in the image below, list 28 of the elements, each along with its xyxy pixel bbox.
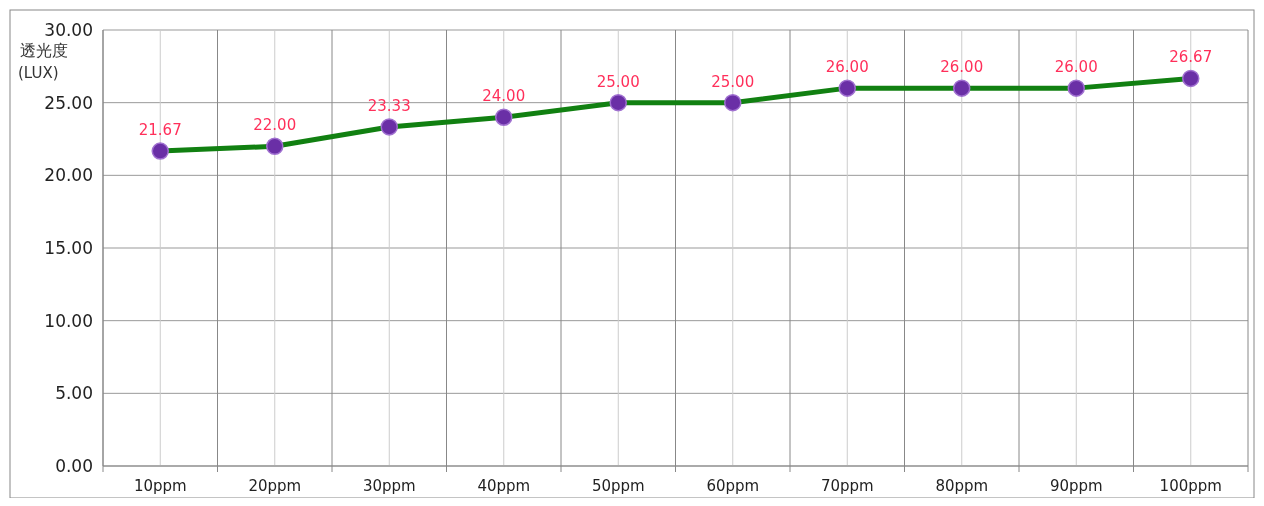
- data-label: 25.00: [711, 72, 755, 91]
- y-axis-title: 透光度 (LUX): [18, 41, 68, 82]
- data-label: 24.00: [482, 87, 526, 106]
- x-tick-label: 10ppm: [133, 477, 187, 495]
- data-label: 25.00: [596, 72, 640, 91]
- y-tick-label: 15.00: [44, 237, 93, 258]
- x-tick-label: 70ppm: [820, 477, 874, 495]
- y-tick-label: 20.00: [44, 165, 93, 186]
- y-tick-label: 30.00: [44, 19, 93, 40]
- x-tick-label: 20ppm: [248, 477, 302, 495]
- x-tick-label: 50ppm: [591, 477, 645, 495]
- data-label: 23.33: [367, 96, 411, 115]
- x-tick-label: 40ppm: [477, 477, 531, 495]
- y-tick-label: 10.00: [44, 310, 93, 331]
- data-label: 22.00: [253, 116, 297, 135]
- x-tick-label: 100ppm: [1159, 477, 1222, 495]
- data-label: 26.00: [940, 58, 984, 77]
- x-tick-label: 80ppm: [935, 477, 989, 495]
- x-tick-label: 90ppm: [1049, 477, 1103, 495]
- x-tick-label: 60ppm: [706, 477, 760, 495]
- x-tick-label: 30ppm: [362, 477, 416, 495]
- data-label: 26.00: [1054, 58, 1098, 77]
- data-label: 26.67: [1169, 48, 1213, 67]
- y-tick-label: 5.00: [55, 383, 93, 404]
- data-label: 21.67: [138, 121, 182, 140]
- data-label: 26.00: [825, 58, 869, 77]
- y-tick-label: 25.00: [44, 92, 93, 113]
- y-tick-label: 0.00: [55, 455, 93, 476]
